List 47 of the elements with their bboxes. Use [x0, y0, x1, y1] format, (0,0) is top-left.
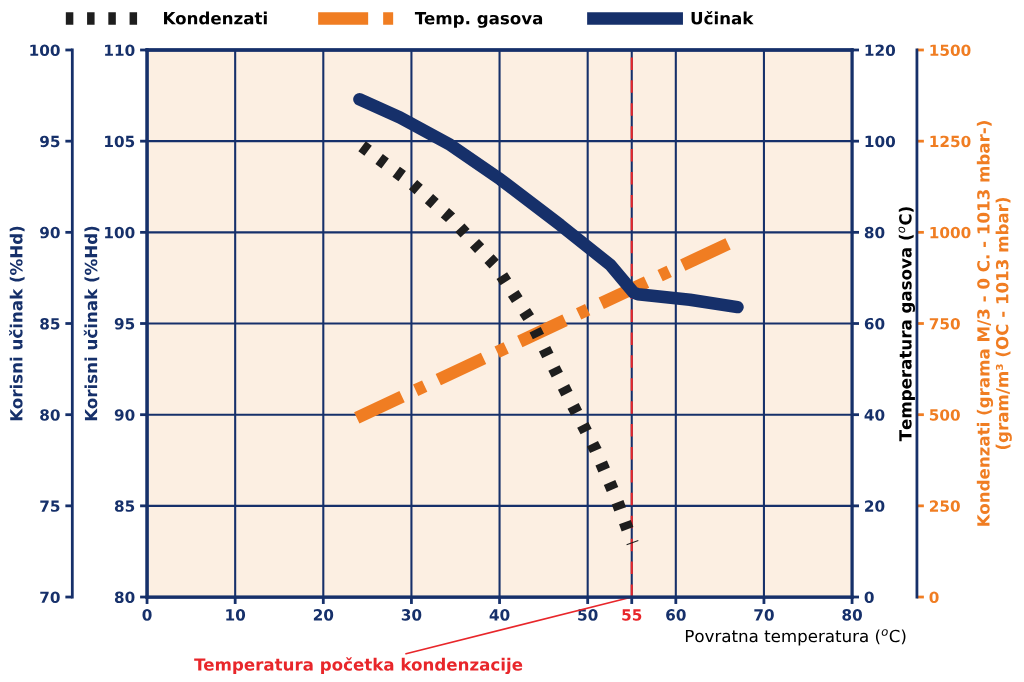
y3-tick-label: 250	[929, 500, 960, 512]
y-tick-label: 80	[40, 409, 60, 421]
y-tick-label: 90	[40, 226, 60, 239]
legend-label: Učinak	[691, 10, 754, 25]
x-tick-label: 70	[754, 609, 774, 621]
x-tick-label: 55	[622, 609, 642, 621]
y3-tick-label: 1000	[930, 226, 971, 239]
y-axis-title: Korisni učinak (%Hd)	[83, 226, 100, 421]
y2-tick-label: 20	[865, 500, 885, 512]
y3-tick-label: 1250	[930, 135, 971, 148]
y-tick-label: 80	[114, 591, 135, 604]
y-tick-label: 100	[30, 44, 60, 57]
y-tick-label: 85	[114, 500, 135, 512]
y2-axis-title: Temperatura gasova ($^{o}$C)	[898, 207, 916, 442]
x-tick-label: 80	[842, 609, 862, 621]
x-tick-label: 60	[666, 609, 686, 621]
y3-tick-label: 1500	[930, 44, 971, 57]
legend-label: Temp. gasova	[414, 12, 543, 28]
x-tick-label: 20	[313, 609, 334, 621]
y3-tick-label: 0	[929, 591, 939, 604]
y-tick-label: 85	[40, 317, 60, 330]
y2-tick-label: 60	[864, 317, 885, 330]
y2-tick-label: 100	[865, 135, 896, 148]
y-tick-label: 100	[105, 226, 135, 239]
y3-tick-label: 750	[929, 317, 960, 330]
x-tick-label: 30	[401, 609, 422, 621]
x-tick-label: 10	[226, 609, 246, 621]
y3-tick-label: 500	[929, 409, 960, 421]
x-tick-label: 0	[142, 609, 152, 621]
y-tick-label: 105	[105, 135, 135, 148]
annotation: Temperatura početka kondenzacije	[194, 657, 523, 675]
y-tick-label: 95	[114, 317, 135, 330]
x-axis-title: Povratna temperatura ($^{o}$C)	[685, 629, 906, 646]
y-tick-label: 110	[105, 44, 135, 57]
x-tick-label: 40	[489, 609, 510, 621]
y2-tick-label: 80	[864, 226, 885, 239]
x-tick-label: 50	[578, 609, 598, 621]
y2-tick-label: 0	[864, 591, 874, 604]
y-tick-label: 90	[114, 409, 135, 421]
y-tick-label: 75	[40, 500, 60, 512]
y-axis-title: Korisni učinak (%Hd)	[9, 226, 25, 421]
y2-tick-label: 40	[864, 409, 885, 421]
y-tick-label: 70	[40, 591, 60, 604]
y2-tick-label: 120	[865, 44, 896, 57]
legend-label: Kondenzati	[164, 11, 267, 25]
y-tick-label: 95	[40, 135, 60, 148]
y3-axis-title: Kondenzati (grama M/3 - 0 C. - 1013 mbar-) (gram/m³ (OC - 1013 mbar)	[976, 121, 1012, 526]
